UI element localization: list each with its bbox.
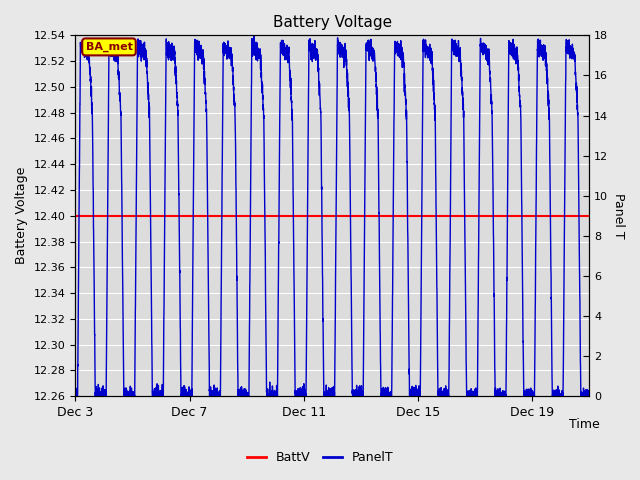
Text: BA_met: BA_met [86, 42, 132, 52]
Legend: BattV, PanelT: BattV, PanelT [242, 446, 398, 469]
Title: Battery Voltage: Battery Voltage [273, 15, 392, 30]
Y-axis label: Battery Voltage: Battery Voltage [15, 167, 28, 264]
Y-axis label: Panel T: Panel T [612, 193, 625, 239]
X-axis label: Time: Time [569, 418, 600, 431]
